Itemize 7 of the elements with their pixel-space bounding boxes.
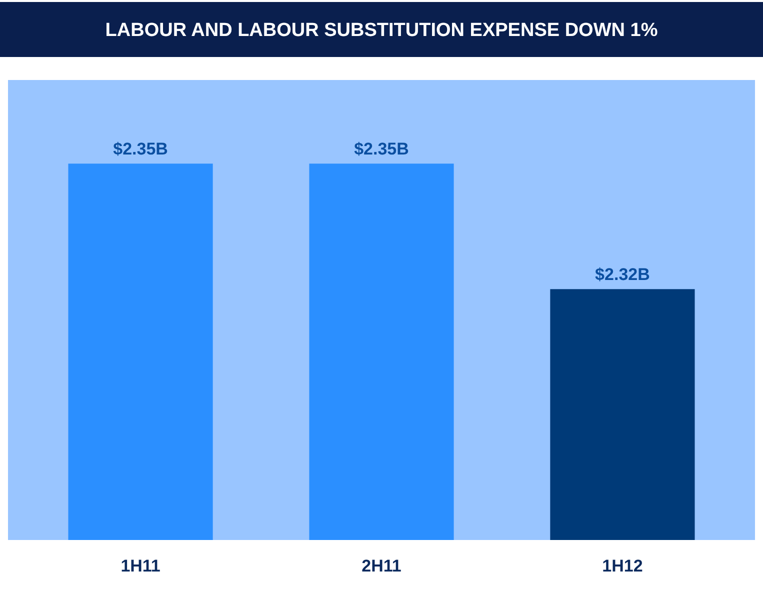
x-tick-label: 1H12: [602, 556, 643, 576]
data-label: $2.35B: [354, 140, 409, 159]
chart-title: LABOUR AND LABOUR SUBSTITUTION EXPENSE DOWN 1%: [105, 20, 658, 41]
data-label: $2.32B: [595, 265, 650, 284]
x-tick-label: 1H11: [120, 556, 160, 576]
data-label: $2.35B: [113, 140, 168, 159]
x-tick-label: 2H11: [362, 556, 402, 576]
